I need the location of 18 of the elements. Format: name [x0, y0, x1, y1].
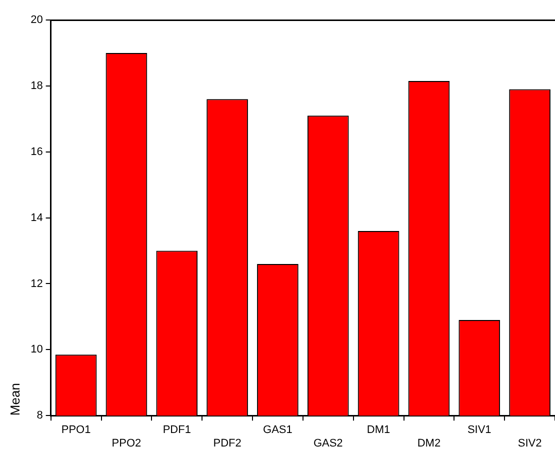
- y-tick-label: 12: [30, 278, 43, 290]
- x-tick-label: PDF1: [162, 424, 191, 436]
- y-tick-label: 20: [30, 14, 43, 26]
- y-tick-label: 10: [30, 344, 43, 356]
- x-tick-label: PDF2: [213, 437, 242, 450]
- x-tick-label: SIV1: [467, 424, 492, 436]
- y-tick-label: 14: [30, 212, 43, 224]
- y-axis-title: Mean: [7, 383, 22, 416]
- x-tick-label: DM2: [417, 437, 441, 450]
- y-tick-label: 18: [30, 80, 43, 92]
- y-tick-label: 8: [36, 410, 43, 422]
- x-tick-label: PPO2: [112, 437, 142, 450]
- x-tick-label: PPO1: [61, 424, 91, 436]
- y-tick-label: 16: [30, 146, 43, 158]
- x-tick-label: GAS2: [313, 437, 343, 450]
- x-tick-label: DM1: [366, 424, 390, 436]
- x-tick-label: SIV2: [518, 437, 542, 450]
- x-tick-label: GAS1: [263, 424, 292, 436]
